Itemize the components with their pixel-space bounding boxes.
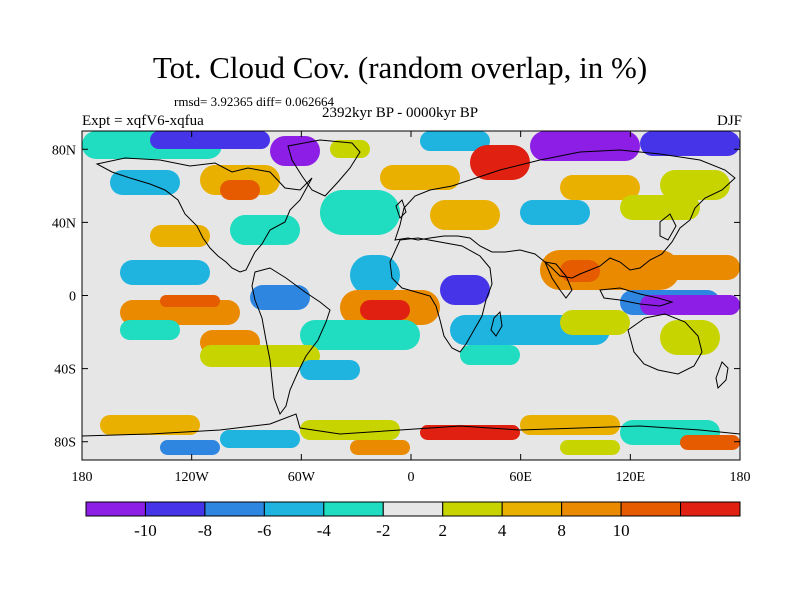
field-patch bbox=[320, 190, 400, 235]
field-patch bbox=[560, 440, 620, 455]
colorbar-swatch bbox=[442, 501, 503, 517]
field-patch bbox=[560, 260, 600, 282]
field-patch bbox=[270, 136, 320, 166]
field-patch bbox=[520, 200, 590, 225]
lon-tick-label: 60E bbox=[509, 470, 532, 485]
colorbar-label: 4 bbox=[498, 521, 507, 540]
field-patch bbox=[560, 175, 640, 200]
coastline-australia bbox=[627, 313, 703, 375]
field-patch bbox=[230, 215, 300, 245]
longitude-axis: 180 120W 60W 0 60E 120E 180 bbox=[72, 131, 751, 485]
coastline-greenland bbox=[287, 139, 361, 197]
coastline-madagascar bbox=[490, 310, 503, 337]
colorbar-swatch bbox=[323, 501, 384, 517]
colorbar-label: -4 bbox=[317, 521, 332, 540]
field-patch bbox=[530, 131, 640, 161]
colorbar-label: -8 bbox=[198, 521, 212, 540]
lat-tick-label: 80N bbox=[52, 143, 76, 158]
coastline-north-america bbox=[95, 157, 313, 273]
field-patch bbox=[660, 255, 740, 280]
season-label: DJF bbox=[716, 113, 742, 129]
field-patch bbox=[300, 360, 360, 380]
coastline-eurasia bbox=[394, 149, 736, 279]
coastline-south-america bbox=[251, 267, 331, 416]
colorbar-label: 2 bbox=[438, 521, 447, 540]
coastline-antarctica bbox=[82, 413, 740, 437]
coastline-africa bbox=[389, 237, 493, 353]
field-patch bbox=[300, 420, 400, 440]
field-patch bbox=[470, 145, 530, 180]
field-patch bbox=[150, 131, 270, 149]
latitude-axis: 80N 40N 0 40S 80S bbox=[52, 143, 740, 451]
colorbar-swatch bbox=[144, 501, 206, 517]
field-patch bbox=[440, 275, 490, 305]
field-patch bbox=[220, 430, 300, 448]
lon-tick-label: 180 bbox=[72, 470, 93, 485]
lat-tick-label: 0 bbox=[69, 290, 76, 305]
colorbar-label: -2 bbox=[376, 521, 390, 540]
colorbar-label: 10 bbox=[613, 521, 630, 540]
colorbar: -10 -8 -6 -4 -2 2 4 8 10 bbox=[85, 501, 741, 540]
coastlines bbox=[82, 139, 740, 437]
field-patch bbox=[160, 295, 220, 307]
field-patch bbox=[560, 310, 630, 335]
field-patch bbox=[360, 300, 410, 320]
coastline-new-zealand bbox=[715, 361, 729, 390]
lon-tick-label: 120E bbox=[616, 470, 646, 485]
field-patch bbox=[250, 285, 310, 310]
colorbar-swatch bbox=[204, 501, 265, 517]
colorbar-swatch bbox=[680, 501, 741, 517]
field-patch bbox=[620, 195, 700, 220]
lat-tick-label: 80S bbox=[54, 436, 76, 451]
field-patch bbox=[460, 345, 520, 365]
period-label: 2392kyr BP - 0000kyr BP bbox=[322, 105, 479, 121]
colorbar-swatch bbox=[85, 501, 146, 517]
colorbar-label: -10 bbox=[134, 521, 157, 540]
field-patch bbox=[380, 165, 460, 190]
coastline-japan bbox=[659, 213, 677, 241]
colorbar-label: 8 bbox=[557, 521, 566, 540]
field-patch bbox=[150, 225, 210, 247]
field-patch bbox=[660, 170, 730, 200]
field-patch bbox=[420, 131, 490, 151]
field-patch bbox=[640, 131, 740, 156]
lon-tick-label: 60W bbox=[288, 470, 316, 485]
field-patch bbox=[660, 320, 720, 355]
field-patch bbox=[220, 180, 260, 200]
field-patch bbox=[200, 345, 320, 367]
lon-tick-label: 120W bbox=[175, 470, 210, 485]
anomaly-field bbox=[82, 131, 740, 460]
lon-tick-label: 0 bbox=[408, 470, 415, 485]
colorbar-swatch bbox=[263, 501, 325, 517]
field-patch bbox=[680, 435, 740, 450]
coastline-uk bbox=[395, 199, 407, 219]
lat-tick-label: 40S bbox=[54, 363, 76, 378]
lon-tick-label: 180 bbox=[730, 470, 751, 485]
field-patch bbox=[120, 260, 210, 285]
coastline-india bbox=[544, 261, 573, 299]
field-patch bbox=[100, 415, 200, 435]
colorbar-label: -6 bbox=[257, 521, 271, 540]
field-patch bbox=[330, 140, 370, 158]
colorbar-swatch bbox=[620, 501, 682, 517]
colorbar-swatch bbox=[561, 501, 622, 517]
field-patch bbox=[350, 440, 410, 455]
field-patch bbox=[300, 320, 420, 350]
coastline-indonesia bbox=[599, 287, 674, 307]
stats-label: rmsd= 3.92365 diff= 0.062664 bbox=[174, 94, 334, 109]
field-patch bbox=[520, 415, 620, 435]
field-patch bbox=[350, 255, 400, 295]
field-patch bbox=[120, 320, 180, 340]
field-patch bbox=[160, 440, 220, 455]
lat-tick-label: 40N bbox=[52, 216, 76, 231]
experiment-label: Expt = xqfV6-xqfua bbox=[82, 113, 204, 129]
chart-title: Tot. Cloud Cov. (random overlap, in %) bbox=[152, 50, 648, 85]
colorbar-swatch bbox=[382, 501, 444, 517]
field-patch bbox=[430, 200, 500, 230]
colorbar-swatch bbox=[501, 501, 563, 517]
